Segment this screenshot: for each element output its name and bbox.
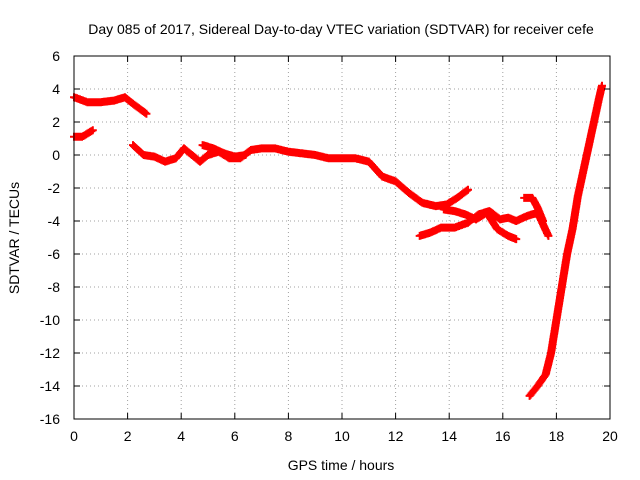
x-tick-label: 2 xyxy=(124,428,132,444)
series-arc-7 xyxy=(520,193,547,225)
series-markers xyxy=(70,93,151,118)
series-markers xyxy=(525,81,606,400)
series-arc-4 xyxy=(198,141,250,161)
series-arc-2 xyxy=(70,126,97,141)
y-tick-labels: -16 -14 -12 -10 -8 -6 -4 -2 0 2 4 6 xyxy=(40,48,60,427)
y-tick-label: -10 xyxy=(40,312,60,328)
x-tick-label: 0 xyxy=(70,428,78,444)
x-tick-label: 14 xyxy=(441,428,457,444)
series-arc-1 xyxy=(70,93,151,118)
x-axis-label: GPS time / hours xyxy=(288,457,395,473)
chart-title: Day 085 of 2017, Sidereal Day-to-day VTE… xyxy=(88,21,594,37)
series-markers xyxy=(70,126,97,141)
y-tick-label: -16 xyxy=(40,411,60,427)
x-tick-label: 18 xyxy=(549,428,565,444)
series-arc-8 xyxy=(525,81,606,400)
x-tick-label: 20 xyxy=(602,428,618,444)
series-markers xyxy=(129,141,472,211)
y-axis-label: SDTVAR / TECUs xyxy=(6,182,22,294)
y-tick-label: 4 xyxy=(52,81,60,97)
series-markers xyxy=(198,141,250,161)
y-tick-label: -14 xyxy=(40,378,60,394)
series-markers xyxy=(520,193,547,225)
x-tick-label: 8 xyxy=(285,428,293,444)
x-tick-labels: 0 2 4 6 8 10 12 14 16 18 20 xyxy=(70,428,618,444)
x-tick-label: 10 xyxy=(334,428,350,444)
x-tick-label: 16 xyxy=(495,428,511,444)
axis-ticks xyxy=(73,55,611,420)
y-tick-label: 2 xyxy=(52,114,60,130)
grid-lines xyxy=(74,56,610,419)
y-tick-label: 0 xyxy=(52,147,60,163)
y-tick-label: -4 xyxy=(48,213,61,229)
series-arc-6 xyxy=(439,205,521,244)
y-tick-label: -2 xyxy=(48,180,61,196)
x-tick-label: 12 xyxy=(388,428,404,444)
series-markers xyxy=(439,205,521,244)
x-tick-label: 6 xyxy=(231,428,239,444)
y-tick-label: -6 xyxy=(48,246,61,262)
y-tick-label: -8 xyxy=(48,279,61,295)
series-group xyxy=(70,81,606,400)
y-tick-label: -12 xyxy=(40,345,60,361)
series-arc-3 xyxy=(129,141,472,211)
y-tick-label: 6 xyxy=(52,48,60,64)
x-tick-label: 4 xyxy=(177,428,185,444)
